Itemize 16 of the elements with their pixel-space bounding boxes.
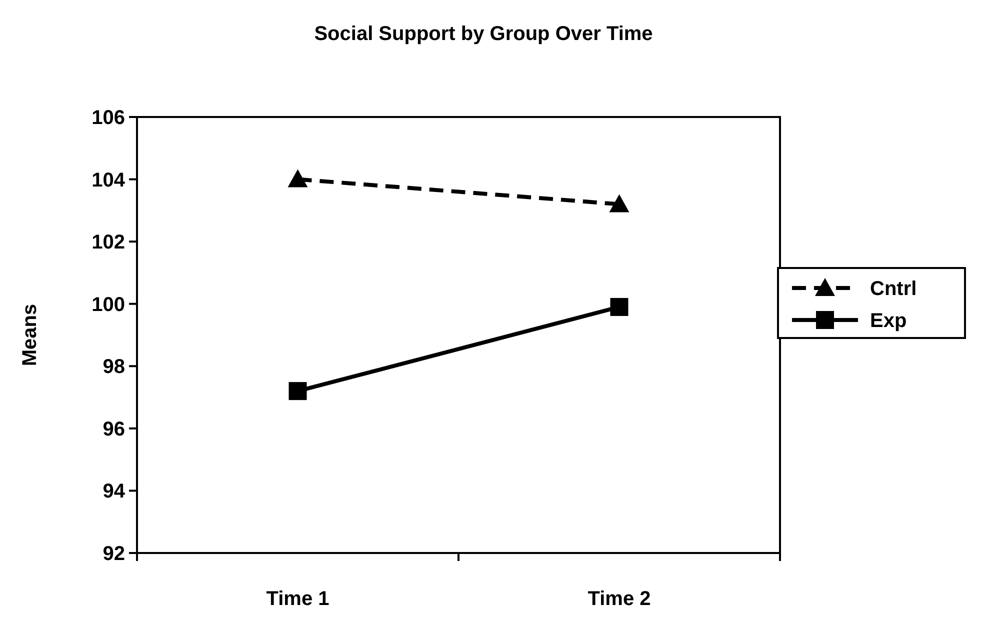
y-tick-label: 102 — [92, 232, 125, 254]
y-tick-label: 94 — [102, 480, 126, 503]
y-tick-label: 98 — [102, 356, 125, 378]
y-axis-title: Means — [19, 304, 41, 366]
y-tick-label: 104 — [92, 169, 126, 192]
legend-label: Exp — [870, 310, 907, 332]
y-tick-label: 100 — [92, 294, 125, 316]
legend-label: Cntrl — [870, 278, 917, 300]
y-tick-label: 106 — [92, 107, 125, 129]
x-tick-label: Time 2 — [588, 588, 651, 610]
y-tick-label: 96 — [102, 418, 125, 440]
chart-title: Social Support by Group Over Time — [314, 23, 653, 45]
point — [288, 382, 307, 400]
point — [610, 298, 628, 316]
x-tick-label: Time 1 — [266, 588, 330, 610]
y-tick-label: 92 — [102, 543, 125, 565]
